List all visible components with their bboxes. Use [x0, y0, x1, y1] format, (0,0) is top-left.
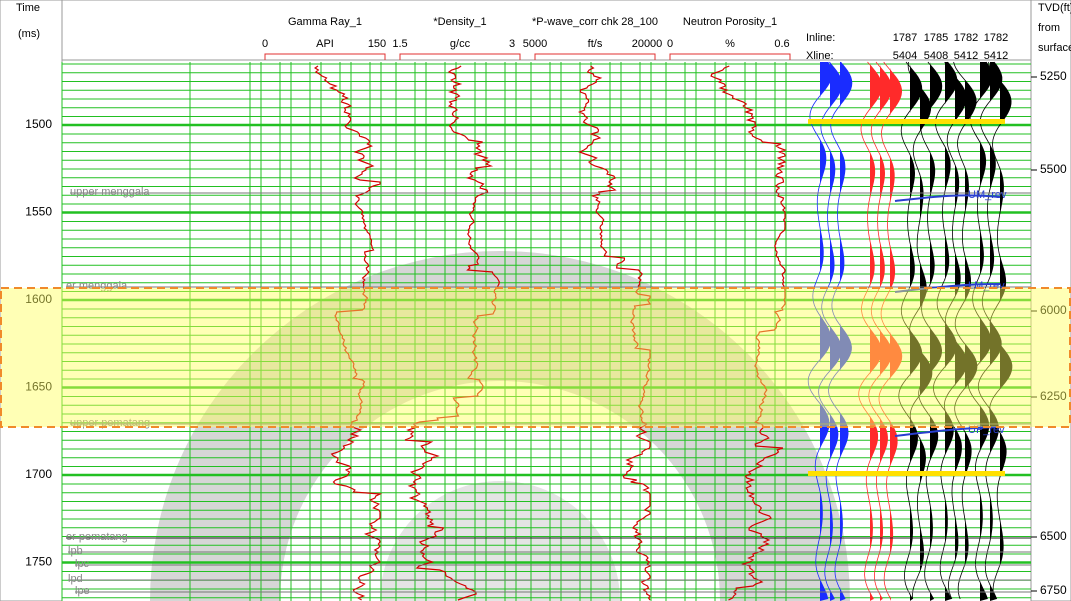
track-max: 150	[368, 38, 386, 50]
depth-label: TVD(ft)	[1038, 2, 1071, 14]
inline-number: 1785	[924, 32, 948, 44]
inline-label: Inline:	[806, 32, 835, 44]
horizon-pick	[808, 119, 1005, 124]
track-title: Neutron Porosity_1	[683, 16, 777, 28]
depth-tick-label: 6500	[1040, 529, 1067, 543]
horizon-label: UM_rev	[968, 189, 1007, 201]
horizon-label: lpd	[68, 573, 83, 585]
xline-number: 5408	[924, 50, 948, 62]
track-unit: g/cc	[450, 38, 471, 50]
header-panel	[62, 0, 1032, 60]
time-label: Time	[16, 2, 40, 14]
track-unit: API	[316, 38, 334, 50]
highlight-band	[1, 288, 1070, 427]
horizon-label: upper menggala	[70, 186, 150, 198]
track-max: 0.6	[774, 38, 789, 50]
track-min: 5000	[523, 38, 547, 50]
horizon-label: lpe	[75, 585, 90, 597]
horizon-label: lpb	[68, 545, 83, 557]
track-max: 3	[509, 38, 515, 50]
inline-number: 1787	[893, 32, 917, 44]
track-title: Gamma Ray_1	[288, 16, 362, 28]
xline-label: Xline:	[806, 50, 834, 62]
horizon-label: lpc	[75, 558, 90, 570]
inline-number: 1782	[954, 32, 978, 44]
track-title: *Density_1	[433, 16, 486, 28]
track-unit: ft/s	[588, 38, 603, 50]
track-min: 0	[262, 38, 268, 50]
xline-number: 5412	[954, 50, 978, 62]
time-tick-label: 1750	[25, 555, 52, 569]
time-label: (ms)	[18, 28, 40, 40]
inline-number: 1782	[984, 32, 1008, 44]
horizon-pick	[808, 471, 1005, 476]
track-min: 0	[667, 38, 673, 50]
depth-tick-label: 5500	[1040, 162, 1067, 176]
depth-label: surface	[1038, 42, 1071, 54]
track-max: 20000	[632, 38, 663, 50]
watermark	[380, 481, 620, 601]
time-tick-label: 1700	[25, 467, 52, 481]
depth-tick-label: 5250	[1040, 69, 1067, 83]
well-log-display: Time (ms) TVD(ft) from surface Gamma Ray_1 0 AP…	[0, 0, 1071, 601]
depth-tick-label: 6750	[1040, 583, 1067, 597]
track-unit: %	[725, 38, 735, 50]
time-tick-label: 1500	[25, 117, 52, 131]
xline-number: 5412	[984, 50, 1008, 62]
track-title: *P-wave_corr chk 28_100	[532, 16, 658, 28]
time-tick-label: 1550	[25, 205, 52, 219]
track-min: 1.5	[392, 38, 407, 50]
depth-label: from	[1038, 22, 1060, 34]
xline-number: 5404	[893, 50, 917, 62]
horizon-label: er pematang	[66, 531, 128, 543]
